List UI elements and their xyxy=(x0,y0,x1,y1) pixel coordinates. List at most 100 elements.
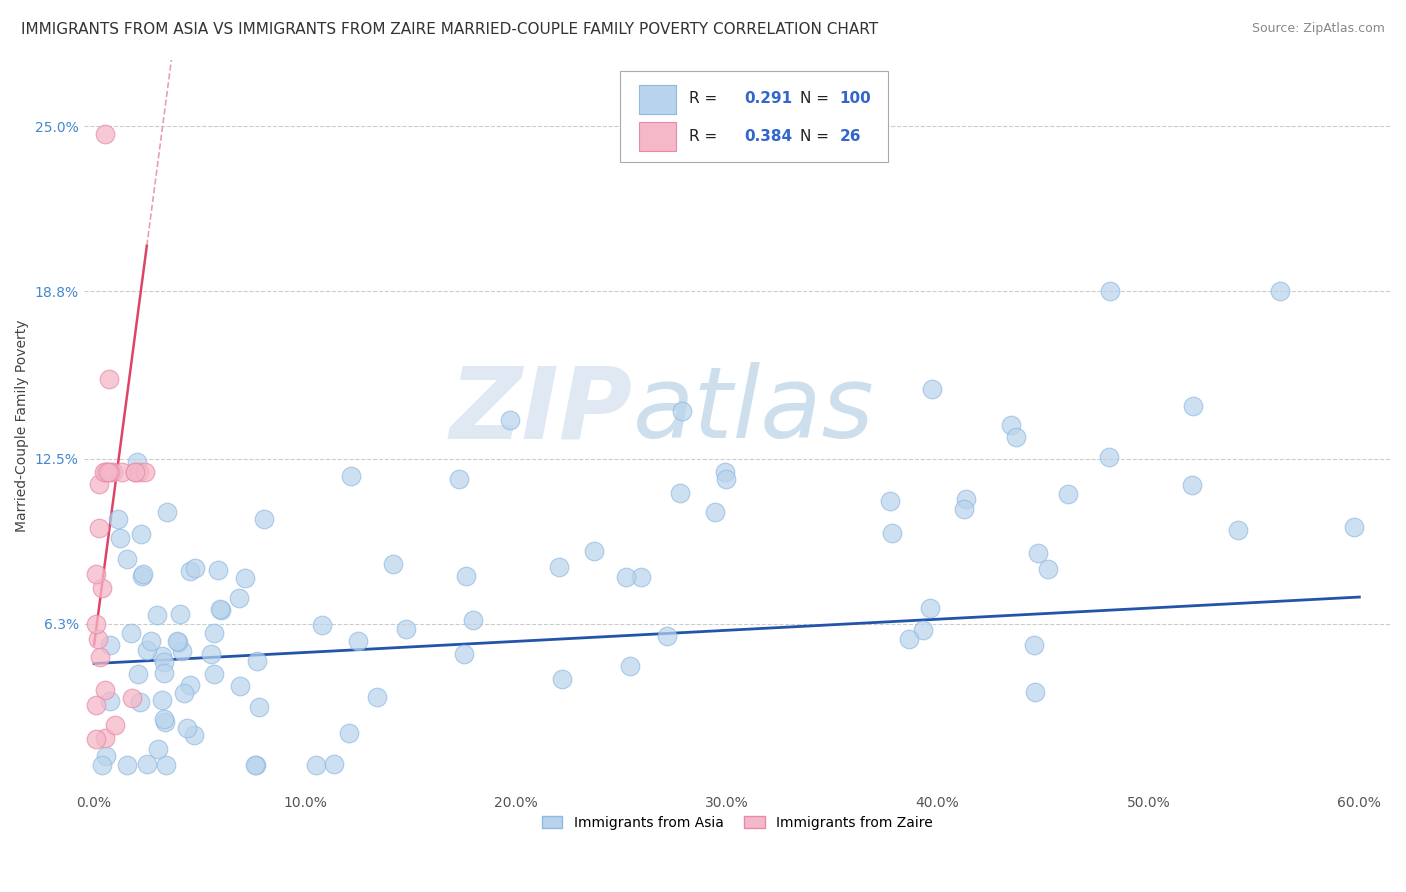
Point xyxy=(304,757,326,772)
Text: N =: N = xyxy=(800,91,830,106)
Point xyxy=(346,633,368,648)
Point xyxy=(152,655,174,669)
Point xyxy=(1227,523,1250,537)
Point xyxy=(911,623,934,637)
Point xyxy=(322,757,344,772)
Point xyxy=(669,485,692,500)
Point xyxy=(202,625,225,640)
Point xyxy=(252,512,274,526)
Point xyxy=(655,629,678,643)
Point xyxy=(247,699,270,714)
Point xyxy=(229,679,252,693)
Point xyxy=(98,694,121,708)
Point xyxy=(1270,284,1292,298)
Point xyxy=(184,561,207,575)
Point xyxy=(108,531,131,545)
Point xyxy=(84,731,107,746)
Point xyxy=(921,382,943,396)
Point xyxy=(94,465,117,479)
Point xyxy=(127,667,149,681)
Point xyxy=(89,476,111,491)
Point xyxy=(125,455,148,469)
Point xyxy=(179,565,201,579)
Point xyxy=(131,568,153,582)
Point xyxy=(121,691,143,706)
Point xyxy=(156,505,179,519)
Y-axis label: Married-Couple Family Poverty: Married-Couple Family Poverty xyxy=(15,319,30,532)
Point xyxy=(173,685,195,699)
Point xyxy=(1182,399,1205,413)
Point xyxy=(155,757,177,772)
Text: R =: R = xyxy=(689,129,723,144)
Point xyxy=(148,741,170,756)
Text: IMMIGRANTS FROM ASIA VS IMMIGRANTS FROM ZAIRE MARRIED-COUPLE FAMILY POVERTY CORR: IMMIGRANTS FROM ASIA VS IMMIGRANTS FROM … xyxy=(21,22,879,37)
Point xyxy=(107,512,129,526)
Point xyxy=(879,494,901,508)
Point xyxy=(366,690,388,705)
Point xyxy=(714,472,737,486)
Point xyxy=(671,403,693,417)
Point xyxy=(897,632,920,646)
Point xyxy=(449,472,471,486)
Point xyxy=(202,667,225,681)
Point xyxy=(340,469,363,483)
Point xyxy=(120,626,142,640)
Bar xyxy=(640,86,676,114)
Text: 0.384: 0.384 xyxy=(744,129,792,144)
Point xyxy=(91,582,114,596)
Point xyxy=(207,563,229,577)
Point xyxy=(124,465,146,479)
Point xyxy=(94,465,117,479)
Point xyxy=(150,692,173,706)
Point xyxy=(87,521,110,535)
Point xyxy=(245,757,267,772)
Point xyxy=(166,634,188,648)
Text: N =: N = xyxy=(800,129,830,144)
Point xyxy=(84,617,107,632)
Point xyxy=(93,731,115,745)
Point xyxy=(1028,546,1050,560)
Point xyxy=(1098,450,1121,464)
Point xyxy=(880,526,903,541)
Point xyxy=(1099,284,1122,298)
Point xyxy=(103,465,125,479)
Text: 0.291: 0.291 xyxy=(744,91,792,106)
Point xyxy=(153,713,176,727)
Legend: Immigrants from Asia, Immigrants from Zaire: Immigrants from Asia, Immigrants from Za… xyxy=(536,811,938,836)
Point xyxy=(96,465,118,479)
Point xyxy=(153,665,176,680)
Text: R =: R = xyxy=(689,91,723,106)
Point xyxy=(1056,487,1078,501)
Point xyxy=(551,672,574,686)
Point xyxy=(200,647,222,661)
Text: 100: 100 xyxy=(839,91,870,106)
Point xyxy=(461,613,484,627)
Point xyxy=(166,635,188,649)
Text: ZIP: ZIP xyxy=(450,362,633,459)
Point xyxy=(87,632,110,646)
Point xyxy=(139,634,162,648)
Point xyxy=(134,465,156,479)
Point xyxy=(124,465,146,479)
Point xyxy=(395,622,418,636)
Point xyxy=(183,728,205,742)
Point xyxy=(136,757,159,772)
Point xyxy=(169,607,191,621)
Point xyxy=(136,643,159,657)
Point xyxy=(86,698,108,712)
Point xyxy=(146,608,169,623)
Point xyxy=(1005,430,1028,444)
Point xyxy=(89,650,111,665)
Point xyxy=(955,491,977,506)
Point xyxy=(115,552,138,566)
Point xyxy=(1343,520,1365,534)
Text: atlas: atlas xyxy=(633,362,875,459)
Point xyxy=(172,644,194,658)
Point xyxy=(582,544,605,558)
Point xyxy=(179,678,201,692)
Point xyxy=(150,648,173,663)
Point xyxy=(228,591,250,605)
Point xyxy=(110,465,132,479)
Point xyxy=(453,647,475,661)
Point xyxy=(131,527,153,541)
